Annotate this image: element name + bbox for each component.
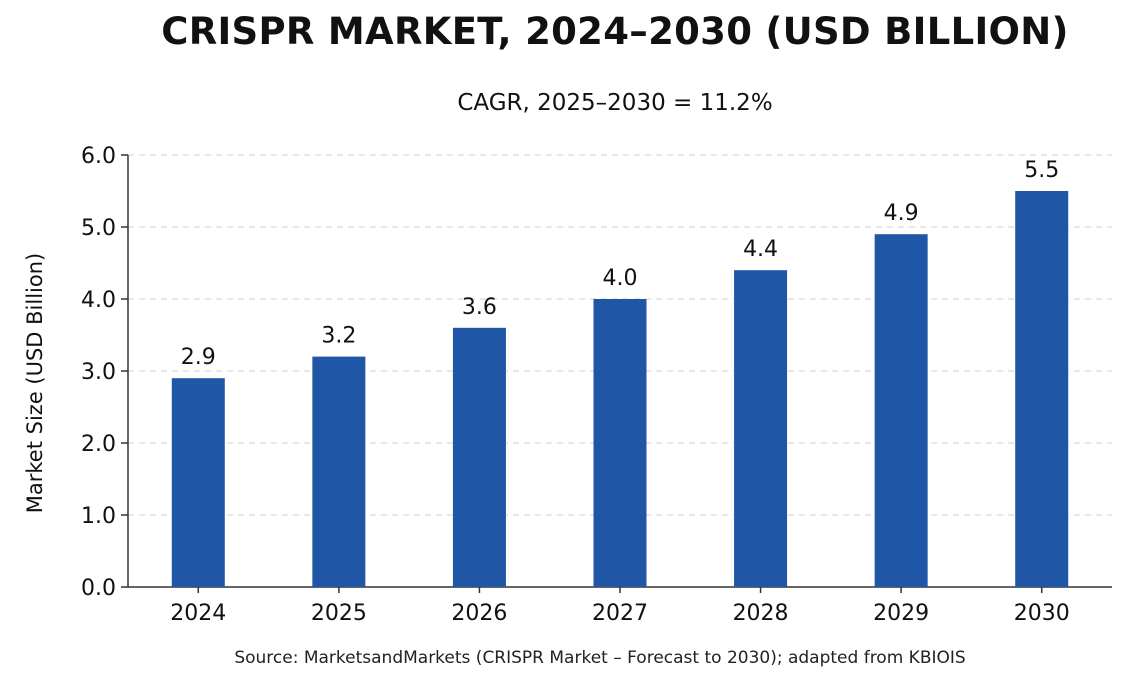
data-label-2024: 2.9 [181,345,216,370]
labels: 0.0 1.0 2.0 3.0 4.0 5.0 6.0 Market Size (USD Bi… [23,144,1070,626]
chart-subtitle: CAGR, 2025–2030 = 11.2% [457,90,773,116]
chart-title: CRISPR MARKET, 2024–2030 (USD BILLION) [161,10,1069,53]
bar-2028 [734,270,788,587]
bar-2026 [452,327,506,587]
data-label-2028: 4.4 [743,237,778,262]
y-tick-label: 6.0 [81,144,116,169]
bar-2029 [874,234,928,587]
y-axis-title: Market Size (USD Billion) [23,253,47,513]
data-label-2030: 5.5 [1024,158,1059,183]
data-label-2026: 3.6 [462,295,497,320]
y-tick-label: 2.0 [81,432,116,457]
x-tick-label: 2030 [1014,601,1070,626]
bar-2025 [312,356,366,587]
bars [171,191,1069,587]
bar-2027 [593,299,647,587]
data-label-2025: 3.2 [321,324,356,349]
y-tick-label: 5.0 [81,216,116,241]
bar-2024 [171,378,225,587]
source-note: Source: MarketsandMarkets (CRISPR Market… [234,648,966,668]
x-tick-label: 2025 [311,601,367,626]
data-label-2029: 4.9 [884,201,919,226]
x-tick-label: 2028 [733,601,789,626]
x-tick-label: 2026 [451,601,507,626]
x-tick-label: 2027 [592,601,648,626]
bar-2030 [1015,191,1069,587]
y-tick-label: 1.0 [81,504,116,529]
data-label-2027: 4.0 [603,266,638,291]
y-tick-label: 0.0 [81,576,116,601]
y-tick-label: 4.0 [81,288,116,313]
y-tick-label: 3.0 [81,360,116,385]
x-tick-label: 2029 [873,601,929,626]
x-tick-label: 2024 [170,601,226,626]
